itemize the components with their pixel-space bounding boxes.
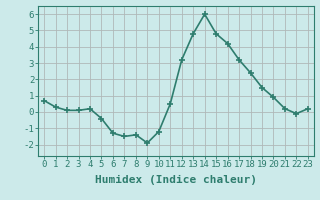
X-axis label: Humidex (Indice chaleur): Humidex (Indice chaleur) [95,175,257,185]
